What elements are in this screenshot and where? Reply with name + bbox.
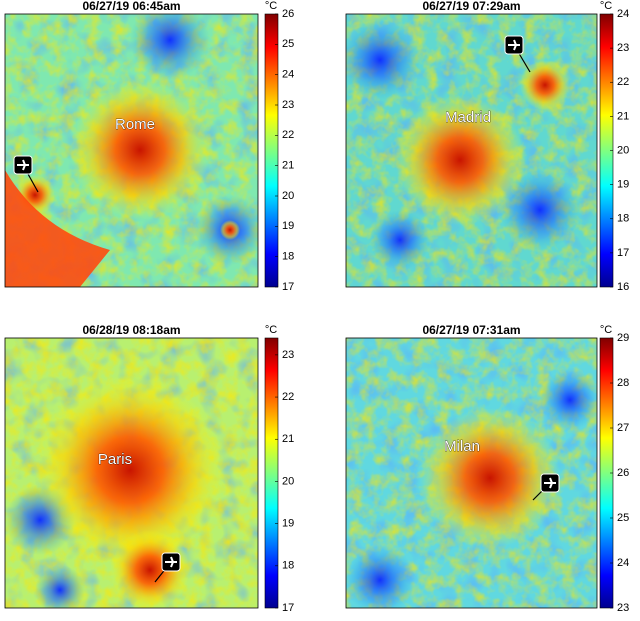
colorbar-tick-label: 24 xyxy=(617,8,629,20)
colorbar: °C 17 18 19 20 21 22 23 xyxy=(264,324,294,614)
coast-warm xyxy=(5,170,110,287)
airplane xyxy=(544,477,556,489)
colorbar-tick-label: 27 xyxy=(617,422,629,434)
thermal-map xyxy=(346,338,597,608)
colorbar-gradient xyxy=(264,337,279,609)
city-label: Rome xyxy=(115,116,155,133)
panel-title: 06/27/19 07:31am xyxy=(422,323,520,337)
colorbar-tick-label: 28 xyxy=(617,377,629,389)
panel-title: 06/27/19 07:29am xyxy=(422,0,520,13)
map-frame xyxy=(4,337,259,609)
hot-area xyxy=(110,530,190,608)
colorbar-tick-label: 20 xyxy=(617,144,629,156)
colorbar-gradient xyxy=(264,13,279,288)
colorbar: °C 23 24 25 26 27 28 29 xyxy=(599,324,629,614)
colorbar-tick-label: 17 xyxy=(617,247,629,259)
colorbar-tick-label: 18 xyxy=(282,560,294,572)
colorbar-tick-label: 22 xyxy=(282,391,294,403)
airplane xyxy=(17,159,29,171)
airplane xyxy=(508,39,520,51)
colorbar-tick-label: 23 xyxy=(282,99,294,111)
cold-area xyxy=(370,210,430,270)
colorbar-tick-label: 26 xyxy=(617,467,629,479)
panel-title: 06/28/19 08:18am xyxy=(82,323,180,337)
colorbar-tick-label: 22 xyxy=(617,76,629,88)
hot-area xyxy=(395,95,525,225)
cold-area xyxy=(130,14,210,80)
cold-area xyxy=(540,370,597,430)
colorbar-unit: °C xyxy=(265,0,277,12)
city-label: Madrid xyxy=(445,109,491,126)
thermal-map xyxy=(5,14,258,287)
colorbar-tick-label: 17 xyxy=(282,602,294,614)
colorbar-tick-label: 23 xyxy=(617,42,629,54)
colorbar-tick-label: 29 xyxy=(617,332,629,344)
panel: 06/27/19 07:31am Milan °C 23 24 25 26 27 28 29 xyxy=(345,323,629,614)
thermal-map xyxy=(346,14,597,287)
city-label: Milan xyxy=(444,438,480,455)
colorbar-tick-label: 18 xyxy=(282,251,294,263)
hot-area xyxy=(70,80,210,220)
map-frame xyxy=(4,13,259,288)
panel: 06/27/19 06:45am Rome °C 17 18 19 20 21 22 23 24 25… xyxy=(4,0,294,293)
hot-area xyxy=(35,375,225,565)
colorbar-tick-label: 20 xyxy=(282,190,294,202)
colorbar-unit: °C xyxy=(600,324,612,336)
colorbar-tick-label: 26 xyxy=(282,8,294,20)
colorbar-tick-label: 23 xyxy=(617,602,629,614)
colorbar-tick-label: 21 xyxy=(282,160,294,172)
colorbar-tick-label: 19 xyxy=(282,220,294,232)
colorbar-unit: °C xyxy=(600,0,612,12)
colorbar: °C 16 17 18 19 20 21 22 23 24 xyxy=(599,0,629,293)
panel-title: 06/27/19 06:45am xyxy=(82,0,180,13)
city-label: Paris xyxy=(98,451,132,468)
colorbar-tick-label: 18 xyxy=(617,213,629,225)
colorbar-tick-label: 21 xyxy=(282,433,294,445)
hot-area xyxy=(420,408,560,548)
panel: 06/27/19 07:29am Madrid °C 16 17 18 19 20 21 22 23… xyxy=(345,0,629,293)
panel: 06/28/19 08:18am Paris °C 17 18 19 20 21 22 23 xyxy=(4,323,294,614)
hot-area xyxy=(520,60,570,110)
colorbar-tick-label: 25 xyxy=(617,512,629,524)
colorbar-tick-label: 17 xyxy=(282,281,294,293)
colorbar-tick-label: 25 xyxy=(282,38,294,50)
colorbar: °C 17 18 19 20 21 22 23 24 25 26 xyxy=(264,0,294,293)
airplane xyxy=(165,556,177,568)
map-frame xyxy=(345,13,598,288)
colorbar-tick-label: 21 xyxy=(617,110,629,122)
map-frame xyxy=(345,337,598,609)
cold-area xyxy=(346,545,415,608)
colorbar-tick-label: 24 xyxy=(617,557,629,569)
colorbar-tick-label: 16 xyxy=(617,281,629,293)
colorbar-tick-label: 24 xyxy=(282,69,294,81)
colorbar-tick-label: 19 xyxy=(282,518,294,530)
colorbar-tick-label: 19 xyxy=(617,179,629,191)
cold-area xyxy=(35,565,85,608)
cold-area xyxy=(500,170,580,250)
thermal-map xyxy=(5,338,258,608)
colorbar-tick-label: 22 xyxy=(282,129,294,141)
colorbar-tick-label: 20 xyxy=(282,475,294,487)
hot-area xyxy=(220,220,240,240)
cold-area xyxy=(346,20,420,100)
colorbar-unit: °C xyxy=(265,324,277,336)
colorbar-tick-label: 23 xyxy=(282,349,294,361)
